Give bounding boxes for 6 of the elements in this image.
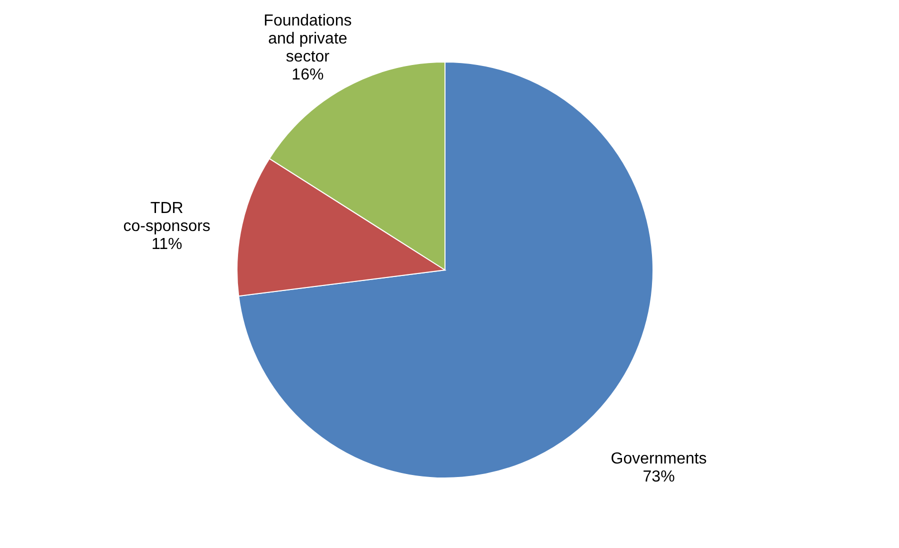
- slice-label: Governments: [610, 450, 707, 468]
- data-label: 73%: [642, 468, 675, 486]
- data-label: 16%: [292, 66, 324, 84]
- slice-label: Foundations and private sector: [264, 12, 352, 66]
- data-label: 11%: [151, 236, 182, 253]
- slice-label: TDR co-sponsors: [123, 200, 210, 235]
